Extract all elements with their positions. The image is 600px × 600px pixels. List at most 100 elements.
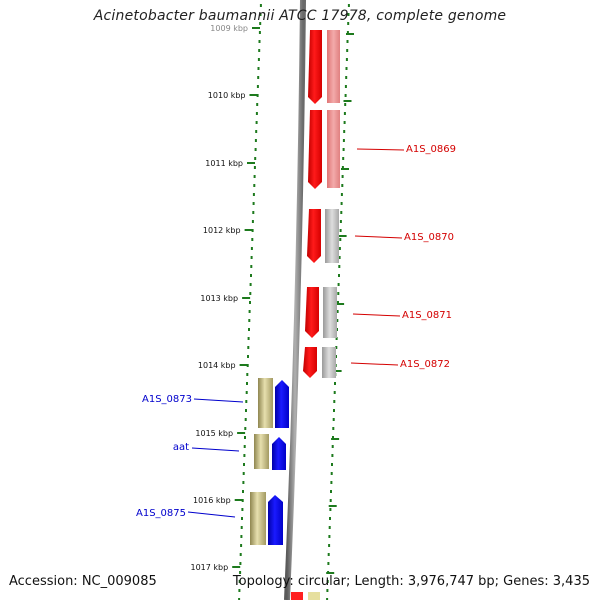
ruler-dot [256,94,259,97]
ruler-dot [238,589,241,592]
ruler-dot [328,535,331,538]
ruler-dot [341,166,344,169]
gene-label-A1S_0875[interactable]: A1S_0875 [136,508,186,519]
ruler-dot [259,13,262,16]
ruler-dot [248,328,250,331]
ruler-dot [252,202,255,205]
ruler-tick-label: 1011 kbp [205,159,243,168]
accession-text: Accession: NC_009085 [9,574,157,589]
ruler-dot [253,184,256,187]
ruler-dot [345,76,348,79]
label-leaders [187,148,405,518]
gene-feature-red-partial [291,592,303,600]
ruler-dot [339,238,342,241]
ruler-dot [241,508,244,511]
ruler-dot [346,31,349,34]
ruler-tick-label: 1017 kbp [190,563,228,572]
ruler-dot [337,301,339,304]
ruler-dot [340,202,343,205]
ruler-dot [339,229,342,232]
ruler-dot [331,463,333,466]
ruler-dot [246,373,249,376]
ruler-dot [255,112,258,115]
ruler-dot [238,580,241,583]
gene-feature-tan-partial [308,592,320,600]
leader-line [354,235,403,239]
ruler-dot [327,562,330,565]
ruler-dot [242,481,245,484]
ruler-dot [332,418,335,421]
ruler-dot [347,13,350,16]
ruler-dot [250,265,253,268]
ruler-dot [338,274,340,277]
ruler-dot [247,337,250,340]
ruler-dot [331,445,334,448]
ruler-dot [239,571,242,574]
ruler-dot [248,310,251,313]
gene-label-aat[interactable]: aat [173,442,189,453]
ruler-dot [252,211,255,214]
ruler-dot [255,130,258,133]
ruler-dot [337,283,340,286]
ruler-dot [239,562,242,565]
ruler-dot [242,472,245,475]
leader-line [187,511,236,518]
gene-label-A1S_0870[interactable]: A1S_0870 [404,232,454,243]
ruler-dot [256,85,259,88]
gene-label-A1S_0869[interactable]: A1S_0869 [406,144,456,155]
ruler-dot [342,139,345,142]
gene-feature-gray [322,347,336,378]
ruler-dot [255,121,258,124]
ruler-dot [257,76,260,79]
ruler-dot [245,391,248,394]
ruler-dot [240,544,243,547]
ruler-dot [241,517,243,520]
ruler-tick-label: 1013 kbp [200,294,238,303]
ruler-dot [257,58,260,61]
gene-feature-tan [258,378,273,428]
ruler-dot [326,580,329,583]
ruler-dot [258,40,261,43]
ruler-tick-label: 1010 kbp [208,91,246,100]
ruler-dot [338,256,341,259]
ruler-dot [257,67,260,70]
gene-arrow-forward [303,347,317,378]
ruler-dot [256,103,259,106]
chromosome-backbone [284,0,306,600]
ruler-dot [332,436,334,439]
ruler-dot [334,382,336,385]
ruler-dot [250,256,253,259]
leader-line [191,447,240,452]
gene-label-A1S_0871[interactable]: A1S_0871 [402,310,452,321]
ruler-dot [244,436,246,439]
ruler-dot [345,58,348,61]
gene-feature-gray [325,209,339,263]
gene-labels: A1S_0869 A1S_0870 A1S_0871 A1S_0872 A1S_… [136,144,456,519]
ruler-dot [242,490,244,493]
ruler-dot [330,481,333,484]
leader-line [356,148,405,151]
reverse-genes [250,378,289,545]
ruler-dot [344,85,347,88]
gene-label-A1S_0872[interactable]: A1S_0872 [400,359,450,370]
ruler-dot [249,283,252,286]
ruler-dot [243,463,245,466]
ruler-dot [336,310,339,313]
gene-feature-gray [323,287,337,338]
ruler-dot [254,139,257,142]
ruler-dot [333,400,336,403]
ruler-dot [251,220,254,223]
ruler-dot [258,31,261,34]
gene-feature-tan [250,492,266,545]
gene-arrow-reverse [272,437,286,470]
gene-label-A1S_0873[interactable]: A1S_0873 [142,394,192,405]
gene-arrow-forward [307,209,321,263]
gene-arrow-forward [305,287,319,338]
ruler-dot [335,337,338,340]
genome-summary-text: Topology: circular; Length: 3,976,747 bp… [232,574,590,589]
ruler-dot [259,4,262,7]
ruler-dot [250,247,253,250]
ruler-dot [253,166,256,169]
ruler-dot [326,589,329,592]
ruler-tick-label: 1014 kbp [198,361,236,370]
